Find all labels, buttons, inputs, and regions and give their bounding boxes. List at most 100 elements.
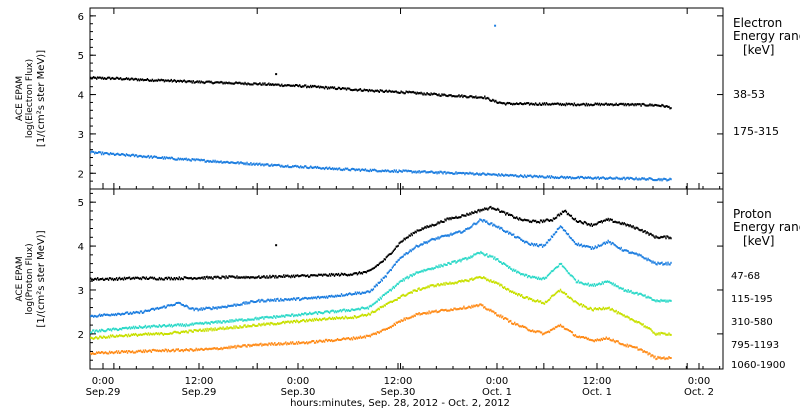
proton-data-point	[204, 347, 206, 350]
proton-data-point	[188, 349, 190, 352]
proton-data-point	[363, 291, 366, 294]
electron-data-point	[283, 165, 285, 168]
proton-data-point	[441, 308, 443, 311]
proton-data-point	[436, 222, 438, 225]
proton-data-point	[346, 294, 349, 297]
electron-data-point	[120, 153, 123, 156]
proton-data-point	[349, 292, 352, 295]
proton-data-point	[364, 271, 367, 273]
proton-data-point	[667, 300, 669, 303]
electron-data-point	[616, 104, 618, 106]
electron-data-point	[437, 94, 439, 97]
proton-data-point	[395, 284, 397, 287]
proton-data-point	[569, 296, 572, 299]
proton-data-point	[536, 220, 539, 223]
electron-data-point	[338, 167, 341, 170]
proton-data-point	[292, 298, 294, 301]
proton-data-point	[236, 326, 238, 329]
electron-data-point	[96, 77, 98, 80]
proton-data-point	[452, 309, 454, 312]
proton-data-point	[366, 270, 369, 273]
proton-data-point	[127, 327, 130, 330]
electron-data-point	[553, 177, 556, 180]
proton-data-point	[604, 242, 606, 245]
proton-data-point	[210, 348, 212, 351]
proton-data-point	[251, 276, 253, 279]
proton-data-point	[333, 339, 336, 342]
proton-data-point	[585, 245, 588, 247]
electron-data-point	[187, 158, 189, 161]
proton-data-point	[250, 300, 252, 303]
proton-data-point	[536, 299, 539, 302]
electron-data-point	[261, 163, 263, 166]
proton-data-point	[131, 334, 134, 336]
proton-data-point	[556, 214, 559, 217]
proton-data-point	[509, 213, 511, 216]
proton-data-point	[239, 318, 241, 321]
electron-data-point	[489, 99, 491, 102]
proton-data-point	[619, 248, 621, 251]
proton-data-point	[135, 326, 138, 329]
proton-data-point	[163, 305, 166, 308]
proton-data-point	[525, 296, 528, 298]
proton-data-point	[588, 338, 590, 341]
electron-data-point	[223, 81, 225, 84]
proton-data-point	[358, 291, 361, 294]
proton-data-point	[144, 349, 147, 352]
proton-data-point	[162, 349, 165, 352]
proton-data-point	[667, 235, 669, 238]
electron-data-point	[254, 163, 256, 166]
electron-data-point	[274, 83, 276, 86]
electron-data-point	[577, 103, 580, 106]
electron-data-point	[321, 167, 324, 170]
proton-data-point	[669, 263, 671, 266]
proton-data-point	[202, 323, 204, 325]
proton-data-point	[521, 218, 523, 221]
proton-data-point	[132, 276, 135, 279]
proton-data-point	[339, 295, 342, 298]
proton-data-point	[461, 258, 463, 261]
proton-data-point	[294, 297, 296, 300]
proton-data-point	[259, 276, 261, 279]
proton-data-point	[201, 308, 203, 311]
electron-data-point	[101, 76, 104, 79]
electron-data-point	[555, 102, 558, 105]
proton-data-point	[238, 345, 240, 348]
electron-data-point	[574, 177, 577, 180]
proton-data-point	[232, 304, 234, 307]
proton-data-point	[478, 304, 480, 307]
proton-data-point	[468, 305, 470, 308]
electron-data-point	[119, 77, 122, 80]
proton-data-point	[331, 295, 334, 298]
proton-data-point	[257, 317, 259, 320]
proton-data-point	[263, 344, 265, 346]
electron-data-point	[281, 164, 283, 167]
proton-data-point	[573, 277, 576, 280]
proton-data-point	[260, 317, 262, 319]
proton-data-point	[296, 314, 298, 317]
proton-data-point	[116, 351, 119, 354]
proton-data-point	[108, 350, 111, 353]
proton-data-point	[456, 231, 458, 234]
electron-data-point	[571, 176, 574, 179]
proton-data-point	[613, 243, 615, 246]
proton-data-point	[639, 322, 641, 325]
proton-data-point	[603, 219, 605, 222]
proton-data-point	[475, 276, 477, 279]
proton-data-point	[522, 273, 525, 276]
electron-data-point	[407, 91, 409, 94]
electron-data-point	[340, 168, 343, 171]
proton-data-point	[617, 311, 619, 313]
proton-data-point	[552, 233, 555, 236]
proton-data-point	[244, 344, 246, 346]
electron-data-point	[609, 103, 611, 106]
proton-data-point	[173, 330, 175, 333]
proton-data-point	[329, 295, 332, 298]
proton-data-point	[657, 333, 659, 336]
proton-data-point	[365, 290, 368, 293]
proton-data-point	[505, 231, 507, 234]
proton-data-point	[590, 248, 592, 250]
proton-data-point	[221, 305, 223, 308]
proton-data-point	[355, 293, 358, 296]
proton-data-point	[598, 245, 600, 248]
